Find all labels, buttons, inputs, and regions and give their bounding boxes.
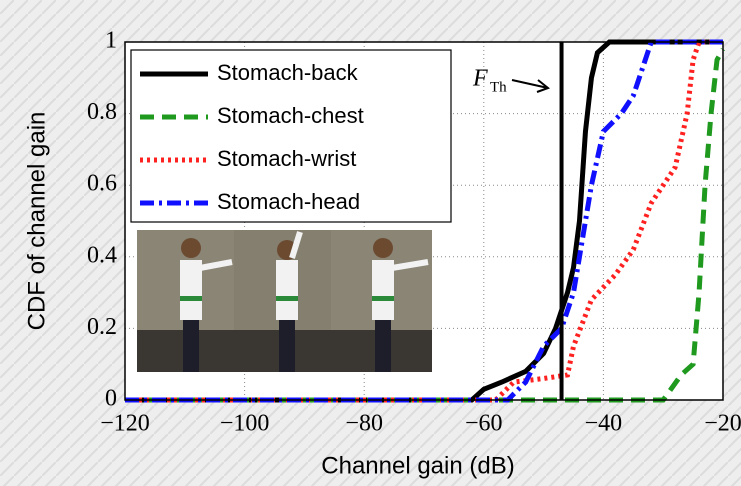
legend-label: Stomach-wrist (217, 146, 356, 171)
y-tick-label: 0.4 (87, 242, 117, 268)
y-tick-label: 0.2 (87, 314, 117, 340)
y-axis-label: CDF of channel gain (23, 112, 50, 331)
x-tick-label: −40 (585, 411, 623, 437)
series-line (125, 39, 723, 403)
legend-label: Stomach-back (217, 60, 359, 85)
threshold-label: F (472, 66, 488, 92)
plot-frame (124, 41, 724, 401)
legend-label: Stomach-head (217, 189, 360, 214)
x-tick-label: −80 (345, 411, 383, 437)
x-tick-label: −60 (465, 411, 503, 437)
legend-label: Stomach-chest (217, 103, 364, 128)
x-tick-label: −20 (704, 411, 741, 437)
series-line (125, 39, 723, 403)
y-tick-label: 0.6 (87, 171, 117, 197)
threshold-arrow (511, 79, 551, 93)
legend-box (130, 49, 452, 223)
x-axis-label: Channel gain (dB) (321, 452, 514, 479)
y-tick-label: 0.8 (87, 99, 117, 125)
y-tick-label: 1 (105, 28, 117, 54)
y-tick-label: 0 (105, 386, 117, 412)
x-tick-label: −100 (220, 411, 270, 437)
threshold-subscript: Th (490, 79, 507, 95)
photo-inset (137, 230, 432, 372)
x-tick-label: −120 (100, 411, 150, 437)
